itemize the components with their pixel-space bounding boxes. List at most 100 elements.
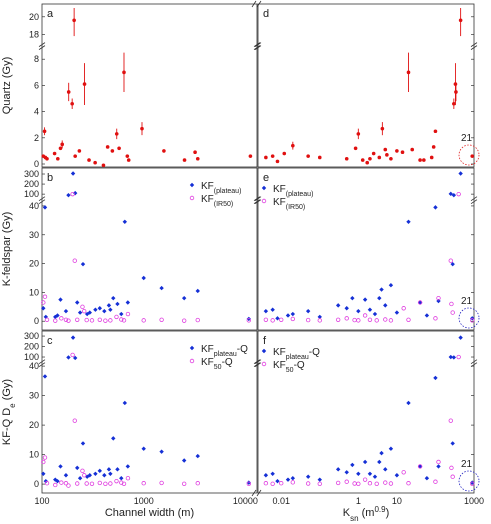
data-point-open: [80, 304, 85, 310]
y-break-mark: [253, 199, 261, 204]
data-point-filled: [275, 316, 280, 321]
y-tick-label: 20: [29, 420, 39, 430]
data-point: [410, 147, 415, 152]
data-point-filled: [55, 313, 60, 318]
data-point: [291, 143, 295, 148]
data-point-open: [352, 481, 357, 486]
legend-label: KF(IR50): [201, 194, 233, 208]
y-tick-label: 2: [34, 133, 39, 143]
x-break-mark: [251, 489, 257, 497]
y-tick-label: 300: [24, 331, 39, 341]
data-point-open: [263, 317, 269, 322]
data-point-filled: [66, 355, 71, 360]
y-tick-label: 8: [34, 54, 39, 64]
data-point: [140, 126, 144, 131]
data-point: [270, 154, 275, 158]
x-tick-label: 0.01: [272, 496, 290, 506]
data-point-filled: [317, 314, 322, 320]
data-point-open: [63, 317, 69, 322]
data-point-filled: [450, 441, 455, 446]
legend-label: KF50-Q: [273, 360, 305, 374]
legend-marker: [189, 182, 195, 188]
legend-base: KF: [201, 357, 214, 368]
data-point-filled: [246, 480, 252, 485]
y-tick-label: 4: [34, 107, 39, 117]
y-axis-title: K-feldspar (Gy): [1, 212, 13, 287]
x-break-mark: [256, 489, 262, 497]
data-point-filled: [195, 288, 200, 294]
data-point-filled: [75, 300, 80, 305]
highlight-label: 21: [461, 296, 473, 307]
data-point-filled: [263, 473, 269, 478]
panel-frame: [41, 330, 258, 494]
y-tick-label: 40: [29, 361, 39, 371]
data-point-filled: [275, 478, 280, 484]
y-break-mark: [253, 362, 261, 367]
data-point: [52, 151, 57, 156]
data-point-open: [450, 310, 455, 315]
legend-sub: (IR50): [286, 204, 305, 211]
data-point-filled: [97, 306, 102, 311]
data-point-open: [103, 318, 108, 323]
data-point: [60, 142, 65, 147]
y-tick-label: 40: [29, 201, 39, 211]
data-point-filled: [141, 275, 146, 281]
data-point-open: [448, 418, 453, 423]
data-point: [353, 146, 358, 151]
data-point-filled: [159, 449, 164, 454]
data-point-open: [195, 481, 200, 486]
data-point-filled: [290, 476, 296, 481]
data-point-filled: [119, 311, 124, 317]
data-point-open: [84, 317, 89, 323]
legend-sub: 50: [214, 364, 222, 371]
data-point-open: [103, 481, 108, 487]
data-point-filled: [115, 301, 120, 307]
data-point-filled: [450, 261, 455, 267]
data-point-filled: [285, 477, 291, 482]
data-point-open: [70, 352, 75, 358]
legend-base: KF: [273, 360, 286, 371]
legend-base: KF: [201, 344, 214, 355]
data-point-open: [388, 318, 394, 323]
y-title-sub: e: [8, 403, 17, 408]
data-point-filled: [58, 297, 63, 302]
data-point-filled: [451, 355, 457, 360]
data-point-open: [246, 481, 252, 487]
data-point-filled: [290, 311, 296, 317]
data-point-open: [344, 316, 349, 321]
data-point-open: [70, 191, 75, 197]
data-point-filled: [344, 470, 349, 475]
x-title-part: K: [343, 507, 351, 519]
data-point-filled: [122, 400, 128, 406]
data-point-filled: [350, 462, 355, 468]
data-point-filled: [72, 190, 78, 196]
legend-tail: -Q: [222, 357, 233, 368]
legend-base: KF: [273, 184, 286, 195]
data-point-open: [335, 317, 341, 322]
data-point: [114, 132, 119, 136]
legend-marker: [261, 348, 267, 354]
y-break-mark: [38, 359, 46, 364]
data-point-open: [75, 481, 80, 486]
data-point-open: [456, 191, 461, 197]
data-point-open: [66, 483, 71, 488]
data-point-open: [356, 318, 361, 323]
data-point-open: [119, 317, 124, 322]
y-tick-label: 30: [29, 391, 39, 401]
panel-letter: c: [47, 335, 53, 347]
data-point-filled: [195, 453, 200, 459]
data-point-open: [470, 318, 475, 323]
data-point-filled: [43, 478, 49, 484]
data-point-open: [89, 318, 95, 323]
data-point: [453, 82, 458, 86]
data-point-open: [44, 317, 50, 322]
data-point-filled: [119, 476, 124, 481]
legend-base: KF: [273, 197, 286, 208]
data-point: [383, 147, 388, 152]
x-title-sup: 0.9: [374, 505, 386, 514]
data-point-filled: [181, 295, 187, 301]
y-tick-label: 0: [34, 479, 39, 489]
data-point-filled: [433, 375, 438, 381]
data-point: [306, 154, 310, 158]
